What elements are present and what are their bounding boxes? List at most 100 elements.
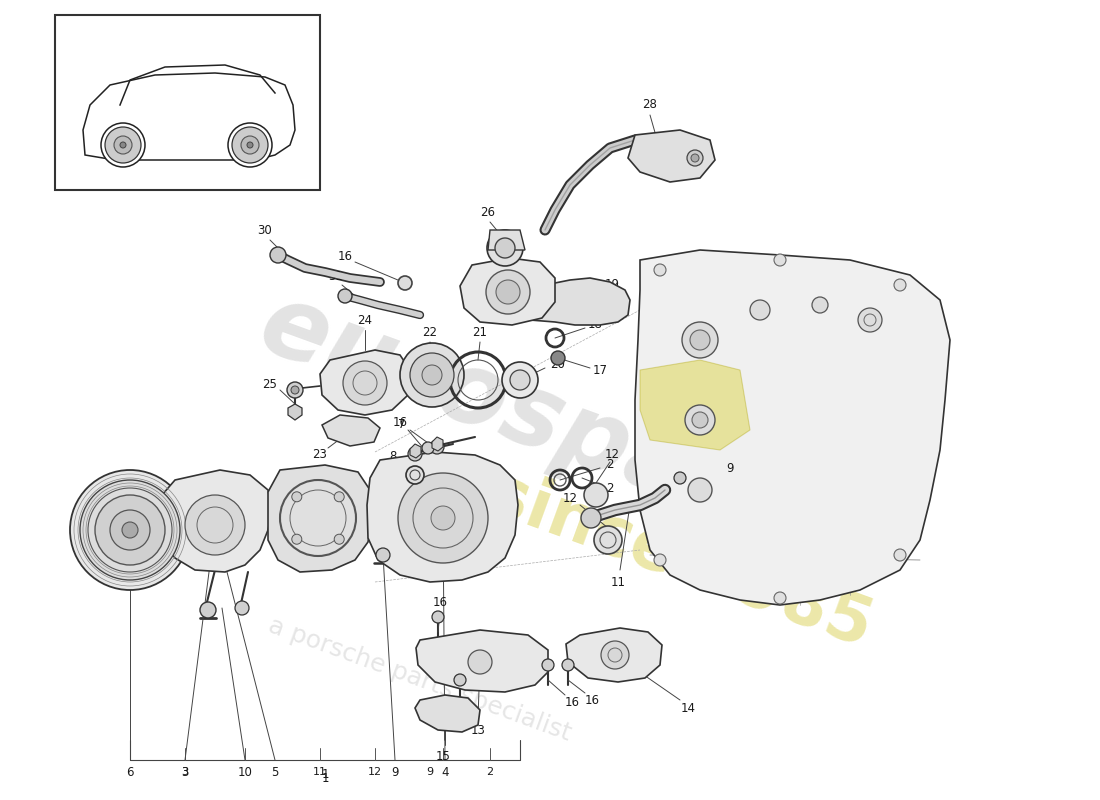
Text: 16: 16 (584, 694, 600, 706)
Text: 16: 16 (564, 695, 580, 709)
Circle shape (406, 466, 424, 484)
Polygon shape (478, 278, 630, 325)
Polygon shape (566, 628, 662, 682)
Polygon shape (488, 230, 525, 250)
Circle shape (343, 361, 387, 405)
Polygon shape (635, 250, 950, 605)
Circle shape (551, 351, 565, 365)
Circle shape (581, 508, 601, 528)
Text: 31: 31 (329, 270, 343, 283)
Text: 18: 18 (587, 318, 603, 331)
Bar (55, 15, 320, 190)
Circle shape (691, 154, 698, 162)
Circle shape (487, 230, 522, 266)
Text: 12: 12 (367, 767, 382, 777)
Circle shape (894, 549, 906, 561)
Circle shape (584, 483, 608, 507)
Text: 21: 21 (473, 326, 487, 339)
Text: 16: 16 (432, 597, 448, 610)
Circle shape (774, 254, 786, 266)
Text: 2: 2 (606, 482, 614, 494)
Circle shape (235, 601, 249, 615)
Circle shape (241, 136, 258, 154)
Circle shape (104, 127, 141, 163)
Text: 27: 27 (503, 246, 517, 258)
Text: 16: 16 (338, 250, 352, 262)
Polygon shape (416, 630, 548, 692)
Circle shape (292, 386, 299, 394)
Text: 12: 12 (562, 491, 578, 505)
Circle shape (185, 495, 245, 555)
Circle shape (432, 611, 444, 623)
Circle shape (601, 641, 629, 669)
Circle shape (120, 142, 127, 148)
Circle shape (408, 447, 422, 461)
Text: 26: 26 (481, 206, 495, 218)
Text: a porsche parts specialist: a porsche parts specialist (265, 614, 574, 746)
Circle shape (400, 343, 464, 407)
Text: 25: 25 (263, 378, 277, 390)
Text: 24: 24 (358, 314, 373, 326)
Circle shape (114, 136, 132, 154)
Circle shape (894, 279, 906, 291)
Circle shape (232, 127, 268, 163)
Circle shape (398, 276, 412, 290)
Circle shape (750, 300, 770, 320)
Circle shape (690, 330, 710, 350)
Text: 8: 8 (389, 450, 397, 462)
Text: 10: 10 (238, 766, 252, 778)
Circle shape (431, 506, 455, 530)
Circle shape (812, 297, 828, 313)
Polygon shape (320, 350, 410, 415)
Circle shape (334, 492, 344, 502)
Circle shape (654, 554, 666, 566)
Circle shape (248, 142, 253, 148)
Circle shape (496, 280, 520, 304)
Circle shape (495, 238, 515, 258)
Text: 23: 23 (312, 447, 328, 461)
Text: 3: 3 (182, 766, 189, 778)
Text: 7: 7 (398, 418, 406, 430)
Circle shape (410, 353, 454, 397)
Polygon shape (460, 258, 556, 325)
Text: 9: 9 (392, 766, 398, 778)
Circle shape (562, 659, 574, 671)
Polygon shape (415, 695, 480, 732)
Text: 2: 2 (606, 458, 614, 471)
Circle shape (510, 370, 530, 390)
Text: 11: 11 (314, 767, 327, 777)
Text: 1: 1 (321, 771, 329, 785)
Text: 13: 13 (471, 723, 485, 737)
Circle shape (376, 548, 390, 562)
Circle shape (80, 480, 180, 580)
Circle shape (422, 365, 442, 385)
Text: 3: 3 (182, 767, 188, 777)
Polygon shape (160, 470, 272, 572)
Polygon shape (322, 415, 379, 446)
Circle shape (674, 472, 686, 484)
Circle shape (594, 526, 621, 554)
Circle shape (774, 592, 786, 604)
Circle shape (228, 123, 272, 167)
Text: 11: 11 (610, 575, 626, 589)
Circle shape (654, 264, 666, 276)
Text: 2: 2 (486, 767, 494, 777)
Circle shape (688, 150, 703, 166)
Text: 9: 9 (427, 767, 433, 777)
Text: 5: 5 (272, 766, 278, 778)
Text: 19: 19 (605, 278, 619, 291)
Circle shape (338, 289, 352, 303)
Polygon shape (367, 452, 518, 582)
Circle shape (468, 650, 492, 674)
Circle shape (287, 382, 303, 398)
Circle shape (454, 674, 466, 686)
Circle shape (688, 478, 712, 502)
Circle shape (122, 522, 138, 538)
Text: since 1985: since 1985 (480, 460, 881, 660)
Circle shape (685, 405, 715, 435)
Circle shape (101, 123, 145, 167)
Circle shape (334, 534, 344, 544)
Circle shape (422, 442, 435, 454)
Polygon shape (410, 444, 421, 458)
Text: 22: 22 (422, 326, 438, 339)
